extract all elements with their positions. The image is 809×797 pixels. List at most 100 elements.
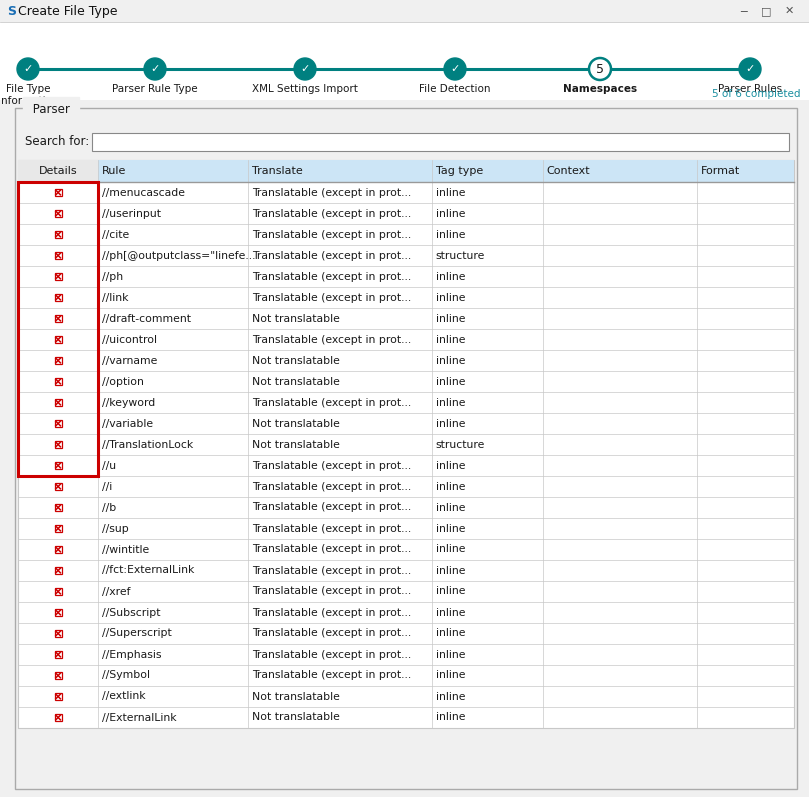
Text: Tag type: Tag type <box>435 166 483 176</box>
Text: inline: inline <box>435 292 465 303</box>
Bar <box>54 693 61 700</box>
Bar <box>54 609 61 616</box>
Text: Rule: Rule <box>102 166 126 176</box>
Text: Translatable (except in prot...: Translatable (except in prot... <box>252 272 411 281</box>
Text: //Symbol: //Symbol <box>102 670 150 681</box>
Text: ─: ─ <box>740 6 748 16</box>
Text: Translatable (except in prot...: Translatable (except in prot... <box>252 209 411 218</box>
Text: ✓: ✓ <box>150 64 159 74</box>
Bar <box>18 160 794 728</box>
Text: Translate: Translate <box>252 166 303 176</box>
Text: □: □ <box>760 6 771 16</box>
Text: //sup: //sup <box>102 524 129 533</box>
Text: //i: //i <box>102 481 112 492</box>
Text: 5 of 6 completed: 5 of 6 completed <box>713 89 801 99</box>
Text: inline: inline <box>435 587 465 596</box>
Text: inline: inline <box>435 187 465 198</box>
Bar <box>54 336 61 343</box>
Text: ✕: ✕ <box>784 6 794 16</box>
Bar <box>54 462 61 469</box>
Text: //variable: //variable <box>102 418 154 429</box>
Bar <box>54 504 61 511</box>
Bar <box>54 567 61 574</box>
Bar <box>54 420 61 427</box>
Text: inline: inline <box>435 355 465 366</box>
Text: //extlink: //extlink <box>102 692 146 701</box>
Bar <box>54 252 61 259</box>
Text: Not translatable: Not translatable <box>252 355 340 366</box>
Text: //Emphasis: //Emphasis <box>102 650 162 659</box>
Text: //wintitle: //wintitle <box>102 544 150 555</box>
Text: inline: inline <box>435 376 465 387</box>
Bar <box>54 441 61 448</box>
Text: //u: //u <box>102 461 116 470</box>
Bar <box>54 294 61 301</box>
Bar <box>54 231 61 238</box>
Text: 5: 5 <box>596 62 604 76</box>
Bar <box>0 100 809 797</box>
Text: //xref: //xref <box>102 587 131 596</box>
Text: inline: inline <box>435 230 465 240</box>
Bar <box>54 273 61 280</box>
Text: Translatable (except in prot...: Translatable (except in prot... <box>252 187 411 198</box>
Bar <box>54 672 61 679</box>
Text: inline: inline <box>435 650 465 659</box>
Bar <box>54 189 61 196</box>
Text: inline: inline <box>435 481 465 492</box>
Bar <box>54 714 61 721</box>
Text: Translatable (except in prot...: Translatable (except in prot... <box>252 250 411 261</box>
Text: Translatable (except in prot...: Translatable (except in prot... <box>252 544 411 555</box>
Bar <box>0 22 809 100</box>
Text: //ph: //ph <box>102 272 123 281</box>
Text: structure: structure <box>435 439 485 450</box>
Text: Parser Rules: Parser Rules <box>718 84 782 94</box>
Text: //menucascade: //menucascade <box>102 187 185 198</box>
Text: //option: //option <box>102 376 144 387</box>
Text: inline: inline <box>435 461 465 470</box>
Bar <box>54 630 61 637</box>
Text: Create File Type: Create File Type <box>18 5 117 18</box>
Text: //Subscript: //Subscript <box>102 607 161 618</box>
Text: structure: structure <box>435 250 485 261</box>
Bar <box>54 525 61 532</box>
Text: //uicontrol: //uicontrol <box>102 335 157 344</box>
Text: //Superscript: //Superscript <box>102 629 172 638</box>
Text: //ExternalLink: //ExternalLink <box>102 713 177 723</box>
Text: Translatable (except in prot...: Translatable (except in prot... <box>252 502 411 512</box>
Text: Translatable (except in prot...: Translatable (except in prot... <box>252 524 411 533</box>
Text: Not translatable: Not translatable <box>252 376 340 387</box>
Text: Details: Details <box>39 166 78 176</box>
Circle shape <box>294 58 316 80</box>
Text: inline: inline <box>435 713 465 723</box>
Bar <box>92 133 789 151</box>
Text: S: S <box>7 5 16 18</box>
Text: Translatable (except in prot...: Translatable (except in prot... <box>252 629 411 638</box>
Text: inline: inline <box>435 313 465 324</box>
Text: inline: inline <box>435 524 465 533</box>
Text: Translatable (except in prot...: Translatable (except in prot... <box>252 670 411 681</box>
Text: Not translatable: Not translatable <box>252 692 340 701</box>
Circle shape <box>17 58 39 80</box>
Circle shape <box>144 58 166 80</box>
Text: inline: inline <box>435 629 465 638</box>
Text: XML Settings Import: XML Settings Import <box>252 84 358 94</box>
Text: inline: inline <box>435 335 465 344</box>
Text: //keyword: //keyword <box>102 398 155 407</box>
Bar <box>54 378 61 385</box>
Text: Parser Rule Type: Parser Rule Type <box>112 84 198 94</box>
Text: Not translatable: Not translatable <box>252 418 340 429</box>
Text: //varname: //varname <box>102 355 158 366</box>
Text: Translatable (except in prot...: Translatable (except in prot... <box>252 335 411 344</box>
Text: inline: inline <box>435 607 465 618</box>
Circle shape <box>444 58 466 80</box>
Text: //ph[@outputclass="linefe...: //ph[@outputclass="linefe... <box>102 250 256 261</box>
Bar <box>15 108 797 789</box>
Text: inline: inline <box>435 544 465 555</box>
Text: inline: inline <box>435 670 465 681</box>
Text: Format: Format <box>701 166 740 176</box>
Bar <box>0 0 809 22</box>
Text: Translatable (except in prot...: Translatable (except in prot... <box>252 398 411 407</box>
Text: inline: inline <box>435 692 465 701</box>
Text: Parser: Parser <box>29 103 74 116</box>
Bar <box>54 651 61 658</box>
